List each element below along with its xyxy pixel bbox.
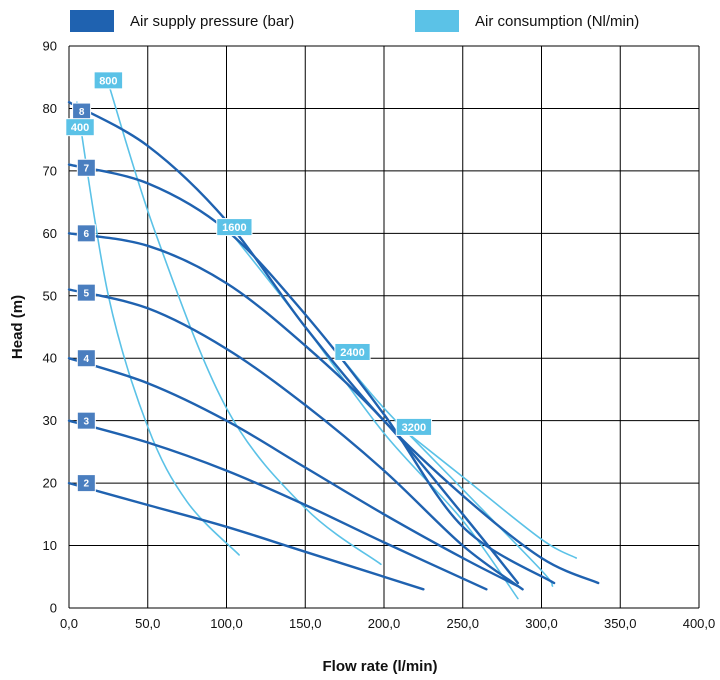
y-tick-label: 30 xyxy=(43,413,57,428)
y-tick-label: 20 xyxy=(43,476,57,491)
pressure-curves xyxy=(67,101,600,591)
legend-swatch-pressure xyxy=(70,10,114,32)
pressure-curve-3-bar xyxy=(67,419,488,591)
y-axis-title: Head (m) xyxy=(9,295,26,359)
consumption-curve-3200 xyxy=(399,426,577,559)
pressure-tag-3-label: 3 xyxy=(84,416,90,427)
consumption-tag-1600: 1600 xyxy=(216,218,253,237)
legend-label-pressure: Air supply pressure (bar) xyxy=(130,12,295,30)
consumption-tag-3200-box xyxy=(395,417,433,436)
pressure-curve-7-bar xyxy=(67,163,556,585)
pressure-curve-4-bar xyxy=(67,357,520,588)
x-tick-label: 300,0 xyxy=(525,616,558,631)
y-tick-label: 60 xyxy=(43,226,57,241)
y-tick-label: 40 xyxy=(43,351,57,366)
consumption-tag-2400: 2400 xyxy=(334,342,371,361)
grid xyxy=(68,45,700,609)
legend-label-consumption: Air consumption (Nl/min) xyxy=(475,12,640,30)
y-tick-label: 70 xyxy=(43,163,57,178)
consumption-tag-3200-label: 3200 xyxy=(402,422,426,434)
x-tick-label: 200,0 xyxy=(368,616,401,631)
pressure-tag-4-label: 4 xyxy=(84,354,90,365)
y-tick-label: 80 xyxy=(43,101,57,116)
pressure-tag-2-label: 2 xyxy=(84,479,90,490)
legend-swatch-consumption xyxy=(415,10,459,32)
pressure-tag-7-box xyxy=(76,158,96,177)
consumption-curve-400 xyxy=(76,101,240,556)
pressure-tag-3-box xyxy=(76,411,96,430)
pressure-tag-5-box xyxy=(76,283,96,302)
x-tick-label: 400,0 xyxy=(683,616,716,631)
x-tick-label: 100,0 xyxy=(210,616,243,631)
y-tick-label: 10 xyxy=(43,538,57,553)
consumption-tag-400-label: 400 xyxy=(71,122,89,134)
consumption-tag-800-box xyxy=(93,71,124,90)
consumption-curve-1600 xyxy=(225,226,519,600)
pressure-tag-4: 4 xyxy=(76,349,96,368)
pressure-tag-4-box xyxy=(76,349,96,368)
chart-legend: Air supply pressure (bar) Air consumptio… xyxy=(0,0,720,40)
x-axis-title: Flow rate (l/min) xyxy=(322,658,437,675)
x-tick-label: 50,0 xyxy=(135,616,160,631)
pressure-tag-6: 6 xyxy=(76,224,96,243)
consumption-curves xyxy=(76,82,577,600)
x-tick-label: 350,0 xyxy=(604,616,637,631)
x-axis-ticks: 0,0 50,0 100,0 150,0 200,0 250,0 300,0 350,0 400… xyxy=(60,616,715,631)
y-axis-ticks: 0 10 20 30 40 50 60 70 80 90 xyxy=(43,39,57,616)
consumption-tag-3200: 3200 xyxy=(395,417,433,436)
consumption-tag-1600-box xyxy=(216,218,253,237)
pressure-tag-8-label: 8 xyxy=(79,107,85,118)
pressure-curve-6-bar xyxy=(67,232,520,585)
legend-item-pressure: Air supply pressure (bar) xyxy=(70,9,294,33)
consumption-tag-1600-label: 1600 xyxy=(222,222,246,234)
consumption-curve-800 xyxy=(107,82,382,566)
consumption-tag-2400-label: 2400 xyxy=(340,347,364,359)
pressure-tag-3: 3 xyxy=(76,411,96,430)
pressure-tag-6-box xyxy=(76,224,96,243)
legend-item-consumption: Air consumption (Nl/min) xyxy=(415,9,639,33)
consumption-curve-2400 xyxy=(336,351,554,587)
y-tick-label: 90 xyxy=(43,39,57,54)
curve-tags: 2 3 4 5 6 7 8 400 800 1600 2400 3200 xyxy=(65,71,433,493)
pressure-tag-6-label: 6 xyxy=(84,229,90,240)
y-tick-label: 0 xyxy=(50,601,57,616)
pressure-tag-5: 5 xyxy=(76,283,96,302)
x-tick-label: 0,0 xyxy=(60,616,78,631)
x-tick-label: 250,0 xyxy=(446,616,479,631)
pressure-curve-8-bar xyxy=(67,101,600,585)
x-tick-label: 150,0 xyxy=(289,616,322,631)
consumption-tag-2400-box xyxy=(334,342,371,361)
pressure-tag-2-box xyxy=(76,474,96,493)
consumption-tag-800-label: 800 xyxy=(99,75,117,87)
pressure-tag-7-label: 7 xyxy=(84,163,90,174)
pressure-tag-2: 2 xyxy=(76,474,96,493)
consumption-tag-400: 400 xyxy=(65,118,95,137)
pressure-curve-2-bar xyxy=(67,481,425,591)
pressure-tag-7: 7 xyxy=(76,158,96,177)
y-tick-label: 50 xyxy=(43,288,57,303)
consumption-tag-800: 800 xyxy=(93,71,124,90)
pressure-tag-8: 8 xyxy=(72,102,92,121)
consumption-tag-400-box xyxy=(65,118,95,137)
pressure-curve-5-bar xyxy=(67,288,524,591)
pressure-tag-5-label: 5 xyxy=(84,288,90,299)
